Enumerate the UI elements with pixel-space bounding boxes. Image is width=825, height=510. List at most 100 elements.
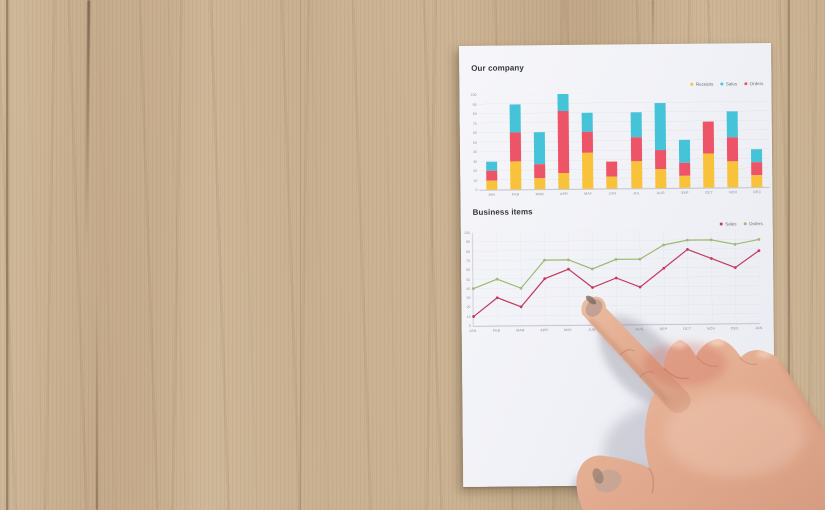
- x-tick-label: AUG: [635, 327, 644, 332]
- y-tick-label: 0: [468, 323, 471, 328]
- data-point-marker: [543, 277, 547, 281]
- data-point-marker: [757, 249, 761, 252]
- legend-dot-icon: [744, 81, 748, 86]
- y-tick-label: 30: [466, 295, 471, 301]
- plank-seam: [6, 0, 8, 510]
- bar-segment-sales: [726, 111, 739, 138]
- bar-segment-orders: [557, 111, 570, 173]
- data-point-marker: [519, 286, 523, 290]
- bar-group: [575, 94, 600, 189]
- y-tick-label: 30: [473, 159, 478, 164]
- bar-group: [696, 92, 721, 188]
- stacked-bar: [678, 139, 691, 188]
- x-tick-label: MAR: [535, 192, 545, 197]
- y-tick-label: 90: [472, 102, 477, 107]
- data-point-marker: [614, 258, 618, 261]
- data-point-marker: [495, 277, 499, 281]
- data-point-marker: [638, 257, 642, 261]
- bar-segment-sales: [509, 103, 521, 133]
- bar-segment-receipts: [606, 176, 618, 189]
- y-tick-label: 50: [473, 140, 477, 145]
- y-tick-label: 50: [466, 277, 471, 282]
- wood-crack: [84, 0, 91, 251]
- bar-segment-receipts: [703, 153, 715, 188]
- bar-segment-sales: [751, 149, 763, 163]
- bar-segment-orders: [582, 131, 594, 153]
- x-tick-label: JUN: [588, 327, 596, 332]
- data-point-marker: [638, 285, 642, 289]
- paper-sheet: Our company Receipts Sales Orders 0 10 20 30 4…: [459, 43, 776, 487]
- legend-dot-icon: [719, 222, 724, 226]
- stacked-bar: [751, 149, 763, 188]
- data-point-marker: [685, 238, 689, 242]
- data-point-marker: [733, 266, 737, 269]
- data-point-marker: [472, 315, 475, 318]
- stacked-bar: [581, 112, 594, 189]
- bar-segment-orders: [702, 121, 715, 154]
- x-tick-label: MAR: [516, 328, 525, 333]
- legend-label: Receipts: [695, 81, 714, 87]
- bar-segment-sales: [678, 139, 691, 164]
- stacked-bar: [509, 103, 522, 190]
- bar-segment-orders: [606, 161, 618, 177]
- bar-segment-receipts: [534, 177, 546, 190]
- stacked-bar: [557, 93, 570, 190]
- bar-segment-receipts: [630, 161, 642, 189]
- data-point-marker: [495, 296, 499, 300]
- x-tick-label: JUL: [633, 191, 640, 196]
- bar-segment-orders: [679, 163, 691, 176]
- stacked-bar: [702, 121, 715, 188]
- y-tick-label: 70: [466, 258, 471, 263]
- bar-segment-orders: [630, 136, 642, 162]
- line-chart-title: Business items: [472, 207, 533, 217]
- bar-segment-sales: [630, 112, 642, 138]
- bar-segment-sales: [581, 112, 594, 132]
- legend-item: Orders: [743, 221, 763, 226]
- data-point-marker: [566, 258, 570, 262]
- bar-segment-receipts: [582, 152, 594, 189]
- bar-group: [527, 94, 552, 190]
- line-chart-legend: Sales Orders: [719, 221, 763, 226]
- stacked-bar: [606, 161, 618, 189]
- bar-group: [551, 93, 576, 190]
- wood-crack: [652, 0, 654, 60]
- bar-segment-receipts: [485, 180, 497, 190]
- data-point-marker: [733, 242, 737, 246]
- y-tick-label: 90: [465, 240, 470, 245]
- x-tick-label: FEB: [511, 192, 520, 197]
- y-tick-label: 80: [472, 111, 477, 116]
- x-tick-label: JAN: [487, 192, 496, 197]
- y-tick-label: 70: [472, 121, 477, 126]
- x-tick-label: OCT: [683, 326, 692, 331]
- x-tick-label: FEB: [492, 328, 501, 333]
- bar-chart-plot: [478, 92, 770, 191]
- stacked-bar: [630, 112, 642, 189]
- legend-item: Receipts: [690, 82, 713, 87]
- data-point-marker: [662, 243, 665, 247]
- data-point-marker: [543, 258, 546, 262]
- legend-label: Sales: [725, 81, 738, 87]
- line-chart-plot: [471, 230, 761, 327]
- x-tick-label: MAY: [584, 191, 593, 196]
- legend-label: Orders: [749, 81, 764, 87]
- y-tick-label: 20: [473, 168, 478, 173]
- data-point-marker: [590, 267, 594, 271]
- legend-item: Sales: [719, 221, 736, 226]
- bar-segment-orders: [654, 150, 666, 170]
- x-tick-label: AUG: [656, 191, 665, 196]
- bar-segment-receipts: [727, 161, 739, 188]
- stacked-bar: [485, 161, 497, 190]
- bar-chart-title: Our company: [471, 63, 524, 73]
- x-tick-label: DEC: [753, 190, 762, 195]
- bar-segment-orders: [751, 162, 763, 175]
- data-point-marker: [757, 238, 761, 241]
- x-tick-label: JAN: [755, 326, 763, 331]
- bar-segment-sales: [485, 161, 497, 171]
- bar-segment-receipts: [751, 174, 763, 188]
- wood-crack: [96, 290, 98, 510]
- y-tick-label: 60: [472, 130, 477, 135]
- bar-chart-y-axis: 0 10 20 30 40 50 60 70 80 90 100: [465, 93, 478, 192]
- x-tick-label: OCT: [704, 190, 714, 195]
- y-tick-label: 10: [466, 314, 471, 319]
- bar-group: [672, 93, 697, 188]
